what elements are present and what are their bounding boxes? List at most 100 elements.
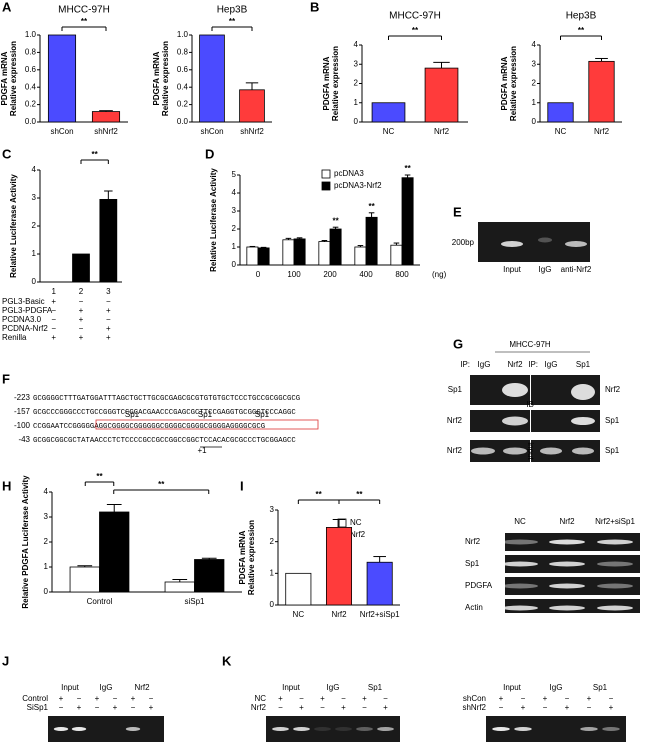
bar bbox=[164, 581, 195, 593]
band bbox=[471, 447, 495, 455]
error-bar bbox=[245, 82, 259, 90]
condition-mark: − bbox=[79, 324, 84, 333]
x-tick-label: shNrf2 bbox=[94, 127, 118, 136]
bar bbox=[329, 228, 342, 266]
band bbox=[572, 447, 594, 455]
mark-label: − bbox=[543, 703, 548, 712]
y-tick-label: 0.4 bbox=[25, 82, 37, 91]
error-bar bbox=[357, 245, 364, 247]
error-bar bbox=[332, 226, 339, 229]
group-label: IgG bbox=[100, 683, 113, 692]
mark-label: + bbox=[299, 703, 304, 712]
row-label: SiSp1 bbox=[27, 703, 49, 712]
band bbox=[540, 447, 562, 455]
row-label: Control bbox=[22, 694, 48, 703]
mark-label: + bbox=[95, 694, 100, 703]
panel-label: A bbox=[2, 0, 12, 14]
cell-label: MHCC-97H bbox=[509, 340, 551, 349]
mark-label: − bbox=[95, 703, 100, 712]
mark-label: − bbox=[149, 694, 154, 703]
bar bbox=[401, 177, 414, 266]
condition-mark: + bbox=[106, 306, 111, 315]
band bbox=[335, 727, 352, 731]
mark-label: + bbox=[383, 703, 388, 712]
row-label: shNrf2 bbox=[462, 703, 486, 712]
y-axis-label: PDGFA mRNA bbox=[322, 56, 331, 110]
bar bbox=[282, 239, 295, 266]
bar bbox=[91, 111, 121, 123]
x-tick-label: NC bbox=[383, 127, 395, 136]
error-bar bbox=[172, 579, 188, 582]
y-axis-label: PDGFA mRNA bbox=[500, 56, 509, 110]
x-tick-label: shCon bbox=[200, 127, 223, 136]
mark-label: − bbox=[609, 694, 614, 703]
legend-swatch bbox=[321, 169, 331, 179]
row-label: NC bbox=[254, 694, 266, 703]
condition-mark: − bbox=[51, 315, 56, 324]
x-tick-label: NC bbox=[555, 127, 567, 136]
mark-label: + bbox=[587, 694, 592, 703]
mark-label: + bbox=[341, 703, 346, 712]
band bbox=[502, 561, 538, 567]
row-label: PDGFA bbox=[465, 581, 493, 590]
mark-label: − bbox=[59, 703, 64, 712]
condition-mark: − bbox=[79, 297, 84, 306]
y-tick-label: 3 bbox=[44, 512, 49, 521]
panel-label: D bbox=[205, 146, 214, 161]
band bbox=[356, 727, 373, 731]
x-tick-label: shCon bbox=[50, 127, 73, 136]
y-axis-label: PDGFA mRNA bbox=[152, 51, 161, 105]
band bbox=[597, 561, 633, 567]
lane-label: IgG bbox=[539, 265, 552, 274]
annotation: ** bbox=[404, 164, 411, 173]
lane-label: anti-Nrf2 bbox=[561, 265, 592, 274]
condition-mark: + bbox=[79, 333, 84, 342]
y-tick-label: 4 bbox=[232, 188, 237, 197]
panel-label: K bbox=[222, 653, 232, 668]
y-axis-label: Relative expression bbox=[509, 46, 518, 121]
row-label: Sp1 bbox=[605, 416, 620, 425]
mark-label: − bbox=[320, 703, 325, 712]
error-bar bbox=[433, 61, 450, 69]
y-tick-label: 3 bbox=[354, 59, 359, 68]
condition-mark: − bbox=[51, 324, 56, 333]
condition-label: PCDNA3.0 bbox=[2, 315, 42, 324]
x-tick-label: 200 bbox=[323, 270, 337, 279]
bar bbox=[547, 102, 574, 123]
band bbox=[502, 605, 538, 611]
y-tick-label: 0 bbox=[32, 277, 37, 286]
condition-label: Renilla bbox=[2, 333, 27, 342]
band bbox=[502, 383, 528, 397]
condition-mark: + bbox=[51, 297, 56, 306]
x-tick-label: siSp1 bbox=[184, 597, 205, 606]
condition-label: PCDNA-Nrf2 bbox=[2, 324, 48, 333]
error-bar bbox=[260, 246, 267, 248]
band bbox=[549, 539, 585, 545]
site-label: Sp1 bbox=[125, 410, 140, 419]
mark-label: − bbox=[565, 694, 570, 703]
y-tick-label: 0.2 bbox=[177, 100, 189, 109]
group-label: Input bbox=[61, 683, 80, 692]
mark-label: − bbox=[521, 694, 526, 703]
bar bbox=[293, 238, 306, 266]
panel-label: J bbox=[2, 653, 9, 668]
y-tick-label: 3 bbox=[232, 206, 237, 215]
annotation: ** bbox=[158, 480, 165, 489]
y-axis-label: PDGFA mRNA bbox=[238, 530, 247, 584]
annotation: ** bbox=[92, 150, 99, 159]
band bbox=[502, 539, 538, 545]
y-tick-label: 3 bbox=[532, 59, 537, 68]
band bbox=[272, 727, 289, 731]
lane-label: NC bbox=[514, 517, 526, 526]
lane-label: IgG bbox=[545, 360, 558, 369]
bar bbox=[371, 102, 406, 123]
condition-mark: + bbox=[79, 315, 84, 324]
mark-label: + bbox=[131, 694, 136, 703]
condition-label: PGL3-Basic bbox=[2, 297, 45, 306]
y-tick-label: 0 bbox=[232, 260, 237, 269]
mark-label: + bbox=[320, 694, 325, 703]
panel-label: G bbox=[453, 336, 463, 351]
lane-label: IgG bbox=[478, 360, 491, 369]
bar bbox=[199, 34, 225, 123]
band bbox=[492, 727, 510, 731]
